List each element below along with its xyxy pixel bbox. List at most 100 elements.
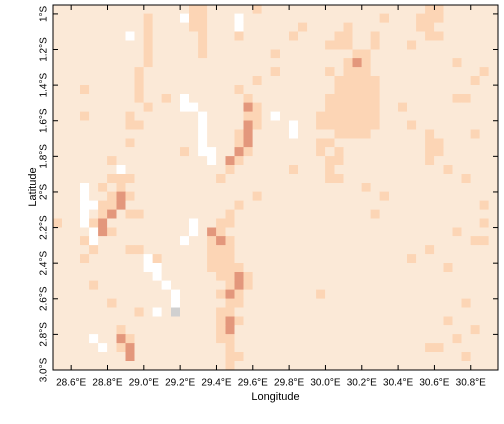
cell [470,129,481,139]
cell [479,165,490,175]
cell [152,334,163,344]
cell [325,271,335,282]
y-tick-label: 1.6°S [39,108,50,133]
cell [243,254,253,264]
cell [406,236,417,246]
cell [143,173,154,184]
cell [107,316,117,326]
cell [488,280,499,291]
cell [279,13,290,24]
cell [406,4,417,15]
cell [370,351,381,362]
cell [370,280,381,291]
cell [189,280,199,291]
cell [379,102,390,113]
cell [243,147,253,157]
cell [189,120,199,130]
cell [416,165,426,175]
cell [461,262,471,273]
cell [125,191,135,202]
cell [225,200,235,210]
cell [189,298,199,308]
cell [80,343,90,353]
cell [416,280,426,291]
cell [52,31,63,41]
cell [461,271,471,282]
cell [379,111,390,121]
cell [325,102,335,113]
cell [107,262,117,273]
cell [143,351,154,362]
cell [207,102,217,113]
cell [452,67,462,77]
cell [98,4,108,15]
cell [416,298,426,308]
cell [307,200,317,210]
cell [307,49,317,59]
cell [98,280,108,291]
cell [216,191,226,202]
cell [334,31,344,41]
cell [434,245,444,255]
cell [279,254,290,264]
cell [170,13,181,24]
cell [134,22,145,32]
cell [397,280,408,291]
cell [107,138,117,148]
cell [379,49,390,59]
cell [434,227,444,237]
cell [388,111,399,121]
cell [488,22,499,32]
cell [316,58,326,68]
cell [470,4,481,15]
cell [243,200,253,210]
cell [452,289,462,299]
y-tick-label: 2.2°S [39,215,50,240]
cell [52,334,63,344]
cell [479,93,490,104]
cell [379,165,390,175]
cell [307,298,317,308]
cell [470,227,481,237]
y-tick-label: 1°S [39,5,50,22]
cell [270,298,281,308]
cell [243,271,253,282]
cell [298,138,308,148]
cell [425,102,435,113]
cell [198,191,208,202]
cell [89,360,99,371]
cell [379,316,390,326]
cell [161,93,172,104]
cell [225,165,235,175]
cell [261,93,272,104]
cell [325,334,335,344]
cell [343,325,353,335]
cell [397,4,408,15]
cell [370,245,381,255]
cell [388,67,399,77]
cell [198,325,208,335]
cell [116,138,126,148]
cell [397,191,408,202]
cell [406,182,417,193]
cell [70,360,81,371]
cell [225,343,235,353]
cell [252,49,263,59]
cell [107,325,117,335]
cell [397,325,408,335]
cell [98,165,108,175]
cell [80,360,90,371]
cell [488,307,499,317]
cell [334,173,344,184]
cell [261,13,272,24]
cell [270,262,281,273]
cell [170,360,181,371]
cell [434,147,444,157]
cell [134,316,145,326]
cell [488,84,499,95]
cell [216,147,226,157]
cell [234,245,244,255]
cell [189,262,199,273]
cell [425,31,435,41]
cell [234,298,244,308]
